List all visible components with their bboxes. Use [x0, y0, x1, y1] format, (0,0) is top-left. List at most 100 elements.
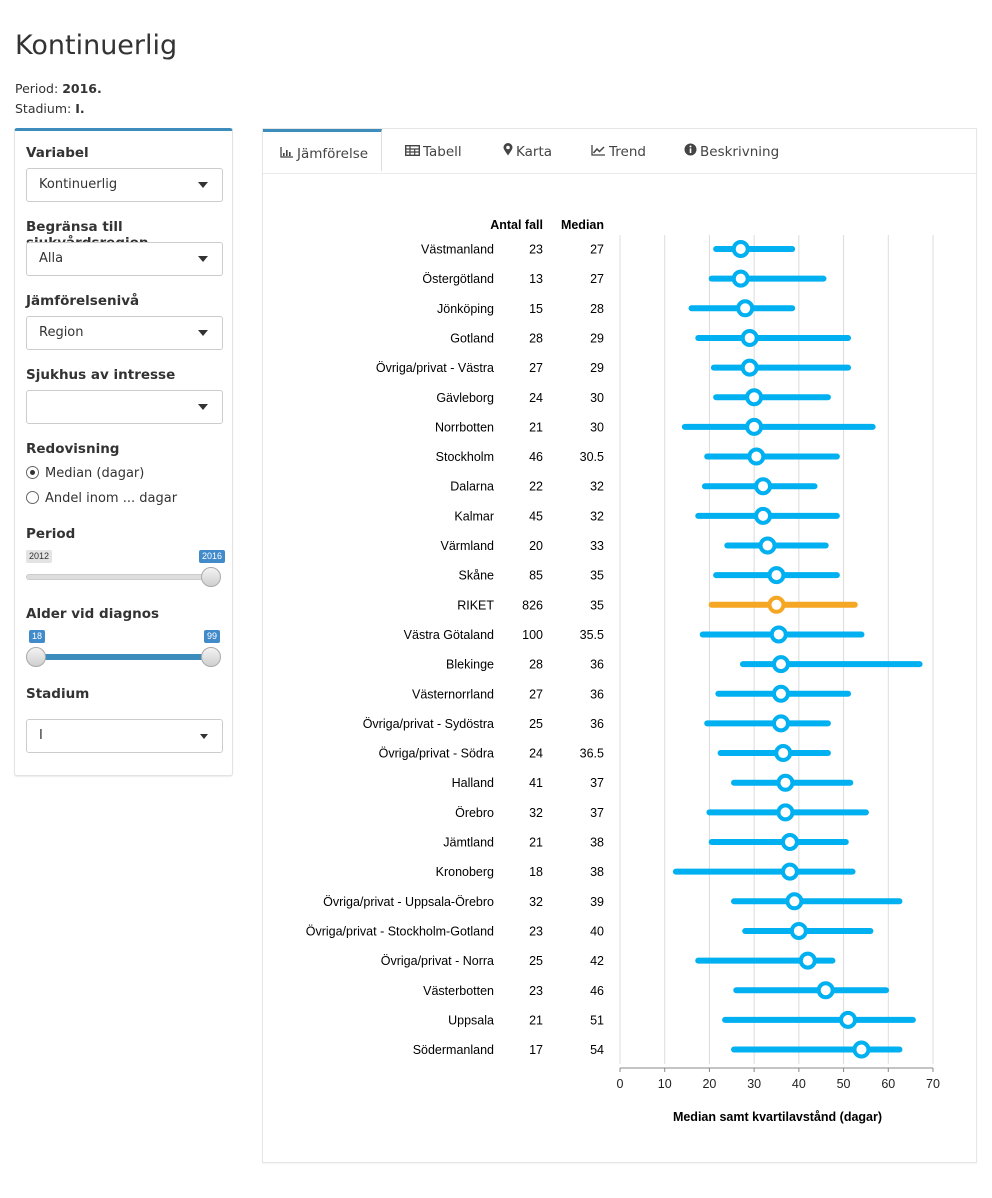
median-point — [789, 921, 808, 940]
median-point — [736, 299, 755, 318]
median-point — [839, 1010, 858, 1029]
median-point — [767, 595, 786, 614]
row-median: 37 — [590, 776, 604, 790]
median-point — [776, 803, 795, 822]
median-point — [771, 684, 790, 703]
x-axis-title: Median samt kvartilavstånd (dagar) — [673, 1110, 882, 1124]
region-select[interactable]: Alla — [26, 242, 223, 276]
row-median: 38 — [590, 865, 604, 879]
row-label: Övriga/privat - Västra — [376, 361, 494, 375]
row-median: 36 — [590, 658, 604, 672]
alder-label: Alder vid diagnos — [26, 606, 160, 622]
tab-tabell[interactable]: Tabell — [404, 129, 462, 173]
radio-andel[interactable]: Andel inom ... dagar — [26, 491, 177, 506]
row-median: 39 — [590, 895, 604, 909]
sjukhus-select[interactable] — [26, 390, 223, 424]
radio-selected-icon[interactable] — [26, 466, 39, 479]
col-header-n: Antal fall — [490, 218, 543, 232]
page-title: Kontinuerlig — [15, 30, 178, 61]
radio-unselected-icon[interactable] — [26, 491, 39, 504]
row-median: 32 — [590, 509, 604, 523]
row-n: 18 — [529, 865, 543, 879]
tab-karta[interactable]: Karta — [503, 129, 552, 173]
row-label: Skåne — [459, 569, 494, 583]
row-n: 32 — [529, 806, 543, 820]
row-label: Västernorrland — [412, 687, 494, 701]
tab-beskrivning[interactable]: Beskrivning — [684, 129, 779, 173]
row-n: 23 — [529, 924, 543, 938]
bar-chart-icon — [280, 132, 294, 176]
row-label: Östergötland — [422, 272, 494, 286]
row-label: Västmanland — [421, 243, 494, 257]
alder-slider-track[interactable] — [26, 654, 212, 660]
median-point — [780, 833, 799, 851]
median-point — [731, 240, 750, 258]
row-n: 100 — [522, 628, 543, 642]
median-point — [754, 506, 773, 525]
row-median: 27 — [590, 243, 604, 257]
row-median: 30 — [590, 420, 604, 434]
stadium-select-label: Stadium — [26, 686, 90, 702]
row-label: Blekinge — [446, 658, 494, 672]
chevron-down-icon — [198, 330, 208, 336]
row-median: 29 — [590, 331, 604, 345]
median-point — [776, 773, 795, 792]
row-median: 30 — [590, 391, 604, 405]
row-n: 25 — [529, 717, 543, 731]
row-median: 33 — [590, 539, 604, 553]
sjukhus-label: Sjukhus av intresse — [26, 367, 176, 383]
period-slider-track[interactable] — [26, 574, 212, 580]
row-n: 28 — [529, 658, 543, 672]
period-value: 2016. — [62, 81, 102, 96]
radio-median[interactable]: Median (dagar) — [26, 466, 144, 481]
row-median: 36 — [590, 687, 604, 701]
row-label: Norrbotten — [435, 420, 494, 434]
row-n: 27 — [529, 361, 543, 375]
row-label: Västerbotten — [423, 984, 494, 998]
row-n: 28 — [529, 331, 543, 345]
row-n: 21 — [529, 420, 543, 434]
row-n: 13 — [529, 272, 543, 286]
row-label: RIKET — [457, 598, 494, 612]
row-median: 37 — [590, 806, 604, 820]
stadium-select[interactable]: I — [26, 719, 223, 753]
median-point — [731, 269, 750, 288]
chevron-down-icon — [198, 404, 208, 410]
median-point — [758, 536, 777, 555]
row-median: 35.5 — [580, 628, 604, 642]
row-label: Halland — [452, 776, 494, 790]
stadium-value: I. — [75, 101, 85, 116]
row-label: Gävleborg — [436, 391, 494, 405]
row-n: 85 — [529, 569, 543, 583]
median-point — [816, 981, 835, 1000]
row-median: 35 — [590, 569, 604, 583]
row-n: 25 — [529, 954, 543, 968]
row-median: 40 — [590, 924, 604, 938]
row-median: 36.5 — [580, 747, 604, 761]
row-label: Värmland — [441, 539, 495, 553]
alder-slider-handle-min[interactable] — [26, 647, 46, 667]
median-point — [774, 744, 793, 763]
radio-andel-label: Andel inom ... dagar — [45, 491, 178, 506]
tab-jamforelse-label: Jämförelse — [297, 146, 369, 162]
map-marker-icon — [503, 129, 513, 175]
row-label: Gotland — [450, 331, 494, 345]
tab-jamforelse[interactable]: Jämförelse — [263, 129, 382, 171]
row-median: 35 — [590, 598, 604, 612]
tab-karta-label: Karta — [516, 144, 553, 160]
comparison-chart: 0 10 20 30 40 50 60 70 Median samt kvartilavstån… — [306, 218, 940, 1124]
row-median: 42 — [590, 954, 604, 968]
row-n: 46 — [529, 450, 543, 464]
row-label: Västra Götaland — [404, 628, 494, 642]
niva-select[interactable]: Region — [26, 316, 223, 350]
alder-slider-handle-max[interactable] — [201, 647, 221, 667]
period-slider-handle[interactable] — [201, 567, 221, 587]
variabel-select[interactable]: Kontinuerlig — [26, 168, 223, 202]
median-point — [769, 625, 788, 644]
alder-min-tag: 18 — [29, 630, 46, 643]
tab-trend[interactable]: Trend — [591, 129, 646, 173]
row-median: 32 — [590, 480, 604, 494]
variabel-label: Variabel — [26, 145, 89, 161]
row-n: 24 — [529, 391, 543, 405]
x-tick-label: 10 — [658, 1077, 672, 1091]
